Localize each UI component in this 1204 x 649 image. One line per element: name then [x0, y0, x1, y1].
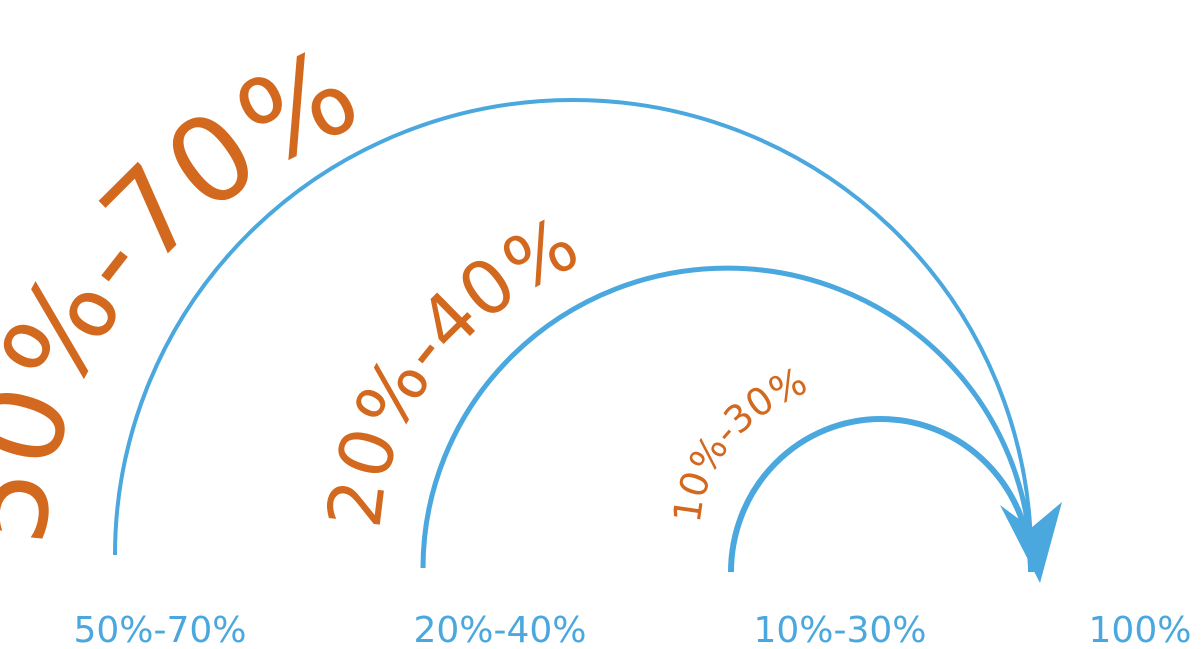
bottom-label-100: 100% — [1089, 610, 1192, 649]
large-arc-label-text: 50%-70% — [0, 21, 378, 551]
small-arc-label-text: 10%-30% — [665, 359, 813, 525]
bottom-label-50-70: 50%-70% — [73, 610, 246, 649]
bottom-label-20-40: 20%-40% — [413, 610, 586, 649]
medium-transfer-arc — [420, 265, 1034, 569]
bottom-label-10-30: 10%-30% — [753, 610, 926, 649]
medium-arc-label: 20%-40% — [312, 201, 592, 532]
arrowhead-down-icon — [1000, 502, 1062, 583]
large-transfer-arc — [113, 98, 1033, 556]
small-transfer-arc — [728, 416, 1034, 573]
small-arc-label: 10%-30% — [665, 359, 813, 525]
large-arc-label: 50%-70% — [0, 21, 378, 551]
medium-arc-label-text: 20%-40% — [312, 201, 592, 532]
